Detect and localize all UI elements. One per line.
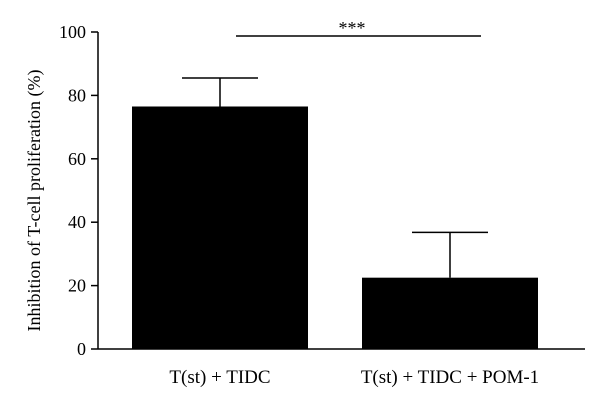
y-tick-label: 20	[68, 276, 86, 296]
y-ticks: 0 20 40 60 80 100	[59, 22, 98, 359]
y-axis-label: Inhibition of T-cell proliferation (%)	[24, 70, 45, 332]
bars	[132, 106, 538, 350]
y-tick-label: 0	[77, 339, 86, 359]
x-tick-labels: T(st) + TIDC T(st) + TIDC + POM-1	[169, 367, 539, 388]
x-tick-label: T(st) + TIDC + POM-1	[361, 367, 539, 388]
y-tick-label: 100	[59, 22, 86, 42]
y-tick-label: 40	[68, 212, 86, 232]
y-tick-label: 80	[68, 85, 86, 105]
bar	[362, 277, 538, 349]
x-tick-label: T(st) + TIDC	[169, 367, 270, 388]
y-tick-label: 60	[68, 149, 86, 169]
significance-annotation: ***	[236, 18, 481, 38]
significance-label: ***	[339, 18, 366, 38]
bar	[132, 106, 308, 350]
error-bars	[182, 77, 488, 278]
